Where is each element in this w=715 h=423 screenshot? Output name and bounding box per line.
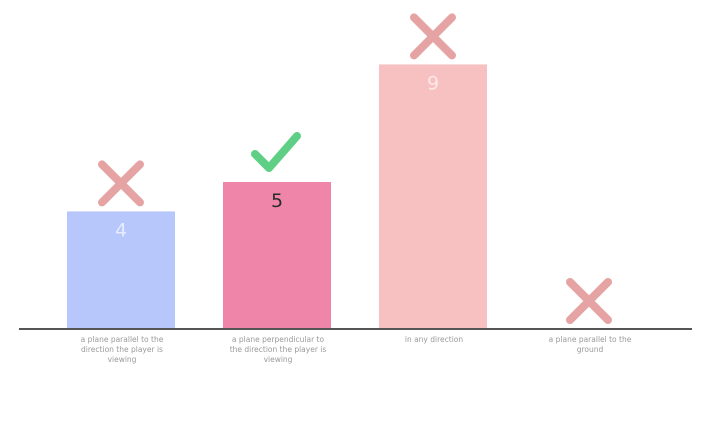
cross-icon [566,278,612,324]
cross-icon [410,13,456,60]
category-label-2: a plane perpendicular to the direction t… [229,335,327,364]
check-icon [251,132,301,172]
value-label-1: 4 [115,219,127,241]
category-label-4: a plane parallel to the ground [548,335,632,354]
cross-icon [98,160,144,207]
bars-group [67,64,487,330]
category-label-3: in any direction [404,335,464,344]
value-label-2: 5 [271,190,283,212]
value-label-3: 9 [427,72,439,94]
value-labels-group: 4 5 9 [115,72,439,241]
marks-group [98,13,612,324]
bar-1 [67,211,175,329]
bar-3 [379,64,487,330]
bar-2 [223,182,331,329]
category-label-1: a plane parallel to the direction the pl… [80,335,164,364]
